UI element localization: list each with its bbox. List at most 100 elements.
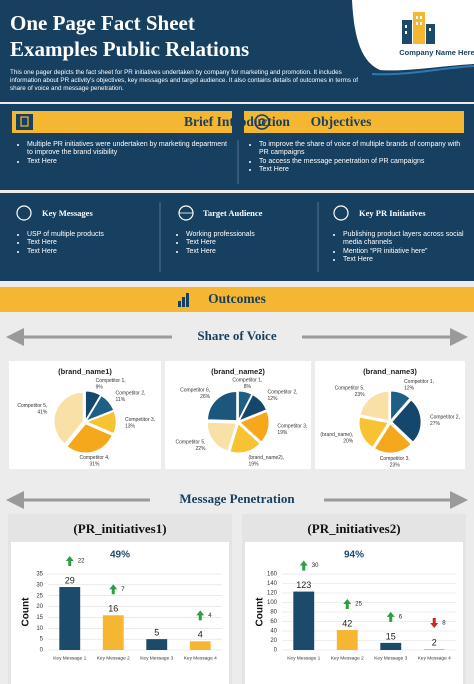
pie-label: Competitor 5, xyxy=(17,403,47,409)
intro-title: Brief Introduction xyxy=(184,114,290,129)
x-tick-label: Key Message 2 xyxy=(97,655,130,661)
pie-slice xyxy=(239,410,270,443)
y-tick-label: 0 xyxy=(40,648,44,654)
list-item: Text Here xyxy=(186,248,321,256)
change-label: 22 xyxy=(78,559,85,565)
objectives-bar xyxy=(244,111,464,133)
y-tick-label: 30 xyxy=(36,582,43,588)
y-tick-label: 25 xyxy=(36,593,43,599)
pie-value-label: 11% xyxy=(116,397,126,403)
change-arrow xyxy=(343,599,352,610)
y-tick-label: 15 xyxy=(36,615,43,621)
list-item: Working professionals xyxy=(186,231,321,239)
pie-label: Competitor 4, xyxy=(79,455,109,461)
y-axis-label: Count xyxy=(255,597,266,627)
pie-slice xyxy=(238,394,267,422)
pie-label: Competitor 5, xyxy=(335,385,365,391)
y-tick-label: 20 xyxy=(36,604,43,610)
x-tick-label: Key Message 4 xyxy=(184,655,217,661)
columns-panel xyxy=(0,193,474,281)
pie-label: Competitor 1, xyxy=(404,379,434,385)
y-tick-label: 120 xyxy=(267,591,278,597)
pie-value-label: 23% xyxy=(355,392,366,398)
list-item: Text Here xyxy=(27,158,232,166)
header-wave xyxy=(371,65,474,76)
change-label: 25 xyxy=(355,602,362,608)
change-label: 30 xyxy=(312,563,319,569)
intro-bar xyxy=(12,111,232,133)
charts: (brand_name1)Competitor 1,9%Competitor 2… xyxy=(17,367,460,661)
bar xyxy=(146,639,168,650)
pie-value-label: 27% xyxy=(430,421,441,427)
pie-slice xyxy=(85,410,117,434)
pie-value-label: 9% xyxy=(96,384,104,390)
outcomes-title: Outcomes xyxy=(208,291,266,306)
bar xyxy=(189,641,211,650)
pie-slice xyxy=(229,423,261,454)
change-label: 8 xyxy=(442,621,446,627)
pie-value-label: 13% xyxy=(125,423,136,429)
column-title: Key Messages xyxy=(42,208,93,218)
bar-chart-area xyxy=(245,542,463,684)
y-axis-label: Count xyxy=(21,597,32,627)
description: This one pager depicts the fact sheet fo… xyxy=(10,69,359,93)
title: One Page Fact Sheet Examples Public Rela… xyxy=(10,10,249,62)
title-line: One Page Fact Sheet xyxy=(10,11,195,35)
company-name: Company Name Here xyxy=(399,48,474,57)
column-icon xyxy=(16,205,32,221)
bar-chart-subtitle: 49% xyxy=(110,550,130,561)
penetration-title: Message Penetration xyxy=(179,491,295,506)
pie-slice xyxy=(374,423,412,454)
pie-label: (brand_name), xyxy=(320,432,353,438)
pie-label: Competitor 3, xyxy=(125,417,155,423)
change-label: 7 xyxy=(121,587,125,593)
objectives-icon xyxy=(254,114,270,130)
column-title: Key PR Initiatives xyxy=(359,208,426,218)
pie-value-label: 20% xyxy=(343,439,354,445)
pie-label: (brand_name2), xyxy=(249,455,285,461)
bar-value-label: 123 xyxy=(296,580,311,590)
bar-value-label: 42 xyxy=(342,618,352,628)
pie-title: (brand_name1) xyxy=(58,367,112,376)
bar xyxy=(336,630,358,650)
list-item: USP of multiple products xyxy=(27,231,162,239)
list-item: Text Here xyxy=(186,239,321,247)
pie-value-label: 19% xyxy=(249,461,260,467)
pie-label: Competitor 3, xyxy=(380,456,410,462)
pie-label: Competitor 2, xyxy=(430,415,460,421)
title-line: Examples Public Relations xyxy=(10,37,250,61)
pie-label: Competitor 1, xyxy=(96,378,126,384)
objectives-list: To improve the share of voice of multipl… xyxy=(249,141,469,175)
pie-value-label: 12% xyxy=(268,396,279,402)
bar-value-label: 16 xyxy=(108,604,118,614)
list-item: To access the message penetration of PR … xyxy=(259,158,469,166)
pie-label: Competitor 1, xyxy=(232,377,262,383)
pie-title: (brand_name2) xyxy=(211,367,265,376)
pie-value-label: 12% xyxy=(404,385,415,391)
change-arrow xyxy=(299,560,308,571)
pie-slice xyxy=(85,390,101,422)
list-item: Text Here xyxy=(27,248,162,256)
pie-label: Competitor 6, xyxy=(180,388,210,394)
list-item: To improve the share of voice of multipl… xyxy=(259,141,469,158)
intro-icon xyxy=(16,114,33,130)
pie-slice xyxy=(85,395,115,422)
change-arrow xyxy=(386,611,395,622)
bar-chart-subtitle: 94% xyxy=(344,550,364,561)
pie-value-label: 22% xyxy=(195,446,206,452)
pie-label: Competitor 2, xyxy=(116,390,146,396)
objectives-icon-inner xyxy=(258,118,266,126)
outcomes-icon xyxy=(178,293,189,307)
bar-value-label: 5 xyxy=(154,628,159,638)
column-title: Target Audience xyxy=(203,208,263,218)
pie-slice xyxy=(358,416,389,448)
x-tick-label: Key Message 3 xyxy=(374,655,407,661)
y-tick-label: 10 xyxy=(36,626,43,632)
pie-slice xyxy=(53,391,84,445)
column-icon xyxy=(333,205,349,221)
pie-value-label: 23% xyxy=(390,463,401,469)
change-arrow xyxy=(65,556,74,567)
bar xyxy=(59,587,81,650)
pie-value-label: 41% xyxy=(37,409,48,415)
